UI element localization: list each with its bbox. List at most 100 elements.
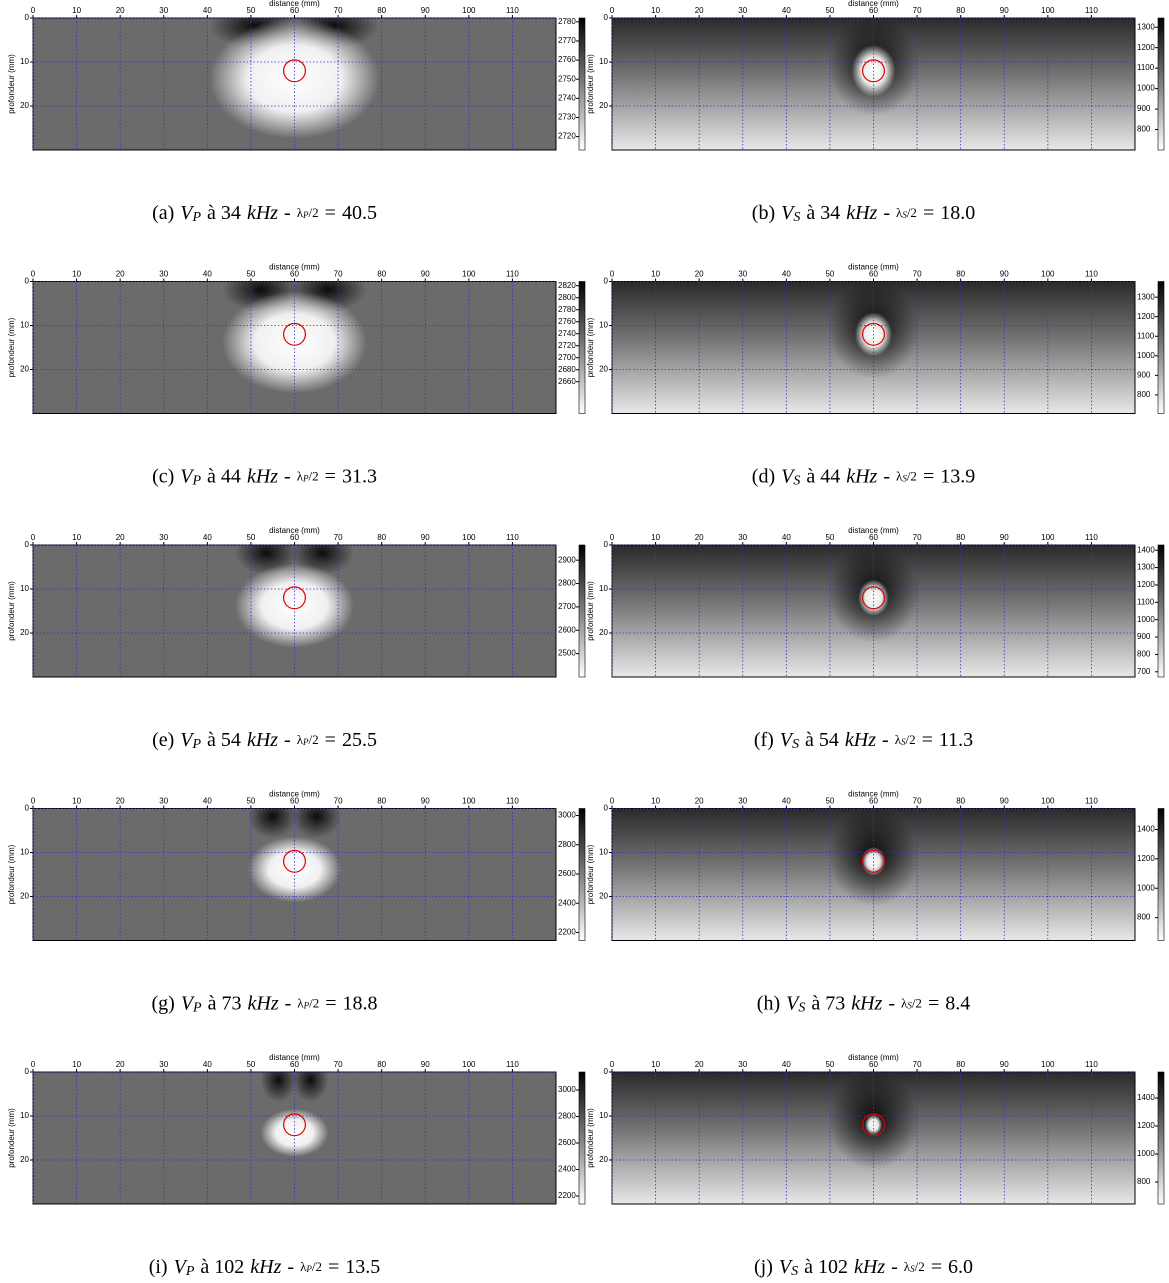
- x-tick-label: 80: [956, 797, 965, 806]
- colorbar-tick-label: 1100: [1137, 331, 1155, 340]
- y-tick-label: 10: [599, 57, 608, 66]
- colorbar: [578, 1071, 586, 1205]
- caption-part: à 73: [208, 992, 242, 1014]
- caption-part: V: [780, 729, 795, 751]
- x-tick-label: 10: [72, 1060, 81, 1069]
- caption-part: /2: [906, 732, 916, 747]
- x-axis-label: distance (mm): [848, 0, 899, 8]
- colorbar-tick-label: 1200: [1137, 854, 1155, 863]
- colorbar-tick-label: 900: [1137, 370, 1151, 379]
- caption-part: (c): [152, 465, 174, 487]
- caption-part: à 102: [200, 1256, 244, 1278]
- caption-part: -: [882, 729, 889, 751]
- caption-part: -: [287, 1256, 294, 1278]
- colorbar-tick-label: 2730: [558, 113, 576, 122]
- caption: (g) VP à 73 kHz - λP/2 = 18.8: [152, 992, 378, 1016]
- x-tick-label: 10: [651, 270, 660, 279]
- caption-part: (j): [754, 1256, 773, 1278]
- caption-part: (h): [757, 992, 780, 1014]
- panel: 0 10 20 30 40 50 60 70 80 90 100 110 distance (mm) 0 1…: [7, 263, 586, 489]
- x-tick-label: 60: [869, 533, 878, 542]
- x-tick-label: 10: [72, 6, 81, 15]
- x-tick-label: 0: [610, 1060, 615, 1069]
- caption-part: =: [325, 202, 336, 224]
- x-tick-label: 100: [1041, 6, 1055, 15]
- x-tick-label: 50: [825, 1060, 834, 1069]
- x-axis-label: distance (mm): [848, 526, 899, 535]
- x-tick-label: 50: [246, 797, 255, 806]
- target-marker: [862, 1113, 885, 1137]
- x-tick-label: 40: [782, 270, 791, 279]
- x-axis-label: distance (mm): [848, 263, 899, 272]
- caption-part: kHz: [248, 992, 279, 1014]
- y-tick-label: 10: [599, 584, 608, 593]
- panel: 0 10 20 30 40 50 60 70 80 90 100 110 distance (mm) 0 1…: [7, 526, 586, 752]
- caption-part: S: [902, 210, 907, 220]
- caption-part: /2: [309, 205, 319, 220]
- target-marker: [862, 849, 885, 873]
- caption-part: (e): [152, 729, 174, 751]
- caption-part: -: [888, 992, 895, 1014]
- caption-part: kHz: [247, 202, 278, 224]
- x-tick-label: 20: [116, 533, 125, 542]
- x-tick-label: 100: [462, 6, 476, 15]
- colorbar-tick-label: 1400: [1137, 825, 1155, 834]
- colorbar-tick-label: 2780: [558, 17, 576, 26]
- x-tick-label: 50: [825, 6, 834, 15]
- caption-part: V: [180, 729, 195, 751]
- x-tick-label: 70: [913, 533, 922, 542]
- x-tick-label: 80: [377, 6, 386, 15]
- caption-part: -: [285, 992, 292, 1014]
- panel: 0 10 20 30 40 50 60 70 80 90 100 110 distance (mm) 0 1…: [586, 790, 1165, 1016]
- x-tick-label: 100: [1041, 270, 1055, 279]
- y-tick-label: 20: [20, 365, 29, 374]
- y-tick-label: 10: [20, 57, 29, 66]
- colorbar-tick-label: 1300: [1137, 22, 1155, 31]
- caption-part: 31.3: [342, 465, 377, 487]
- x-tick-label: 50: [246, 270, 255, 279]
- y-tick-label: 20: [20, 101, 29, 110]
- x-tick-label: 80: [956, 1060, 965, 1069]
- caption-part: 8.4: [945, 992, 970, 1014]
- target-marker: [283, 586, 306, 610]
- caption-part: λ: [300, 1259, 307, 1274]
- x-tick-label: 80: [956, 6, 965, 15]
- colorbar-tick-label: 1300: [1137, 563, 1155, 572]
- x-tick-label: 20: [116, 270, 125, 279]
- caption-part: à 34: [806, 202, 840, 224]
- panel: 0 10 20 30 40 50 60 70 80 90 100 110 distance (mm) 0 1…: [7, 0, 586, 225]
- x-tick-label: 90: [1000, 270, 1009, 279]
- caption-part: =: [325, 729, 336, 751]
- x-tick-label: 100: [462, 270, 476, 279]
- x-tick-label: 20: [695, 6, 704, 15]
- caption-part: 6.0: [948, 1256, 973, 1278]
- colorbar-tick-label: 800: [1137, 125, 1151, 134]
- caption-part: à 54: [805, 729, 839, 751]
- caption-part: =: [923, 202, 934, 224]
- caption-part: -: [883, 202, 890, 224]
- x-tick-label: 90: [1000, 797, 1009, 806]
- caption-part: λ: [896, 205, 903, 220]
- x-tick-label: 10: [72, 270, 81, 279]
- caption-part: P: [191, 737, 201, 752]
- colorbar-tick-label: 1200: [1137, 312, 1155, 321]
- x-tick-label: 110: [506, 270, 519, 279]
- y-tick-label: 20: [20, 628, 29, 637]
- colorbar-tick-label: 2200: [558, 928, 576, 937]
- caption-part: à 102: [804, 1256, 848, 1278]
- colorbar-tick-label: 900: [1137, 104, 1151, 113]
- x-tick-label: 20: [695, 797, 704, 806]
- y-axis-label: profondeur (mm): [586, 1108, 595, 1168]
- colorbar: [578, 544, 586, 678]
- caption-part: S: [902, 474, 907, 484]
- panel: 0 10 20 30 40 50 60 70 80 90 100 110 distance (mm) 0 1…: [7, 790, 586, 1016]
- x-tick-label: 50: [246, 533, 255, 542]
- colorbar-tick-label: 2780: [558, 305, 576, 314]
- caption-part: -: [284, 465, 291, 487]
- y-tick-label: 20: [20, 892, 29, 901]
- x-tick-label: 70: [334, 797, 343, 806]
- x-tick-label: 0: [31, 6, 36, 15]
- x-tick-label: 80: [377, 533, 386, 542]
- x-tick-label: 50: [246, 6, 255, 15]
